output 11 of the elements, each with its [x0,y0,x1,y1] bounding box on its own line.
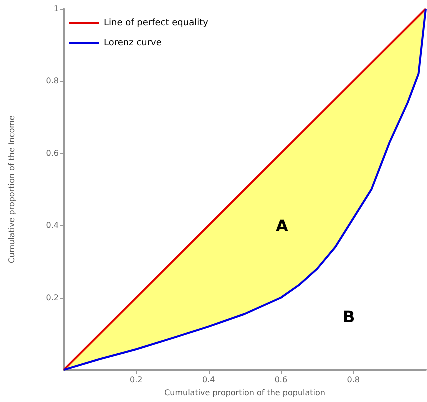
x-tick-label: 0.4 [202,376,216,385]
x-tick-label: 0.6 [274,376,288,385]
x-axis-title: Cumulative proportion of the population [164,388,326,398]
y-axis-title: Cumulative proportion of the Income [8,116,16,264]
x-tick-label: 0.8 [347,376,360,385]
y-tick-label: 0.8 [46,76,59,86]
y-tick-label: 0.2 [46,293,59,302]
y-tick-label: 0.4 [46,221,59,230]
y-tick-label: 0.6 [46,148,59,158]
x-tick-label: 0.2 [130,376,143,385]
y-tick-label: 1 [54,4,59,14]
